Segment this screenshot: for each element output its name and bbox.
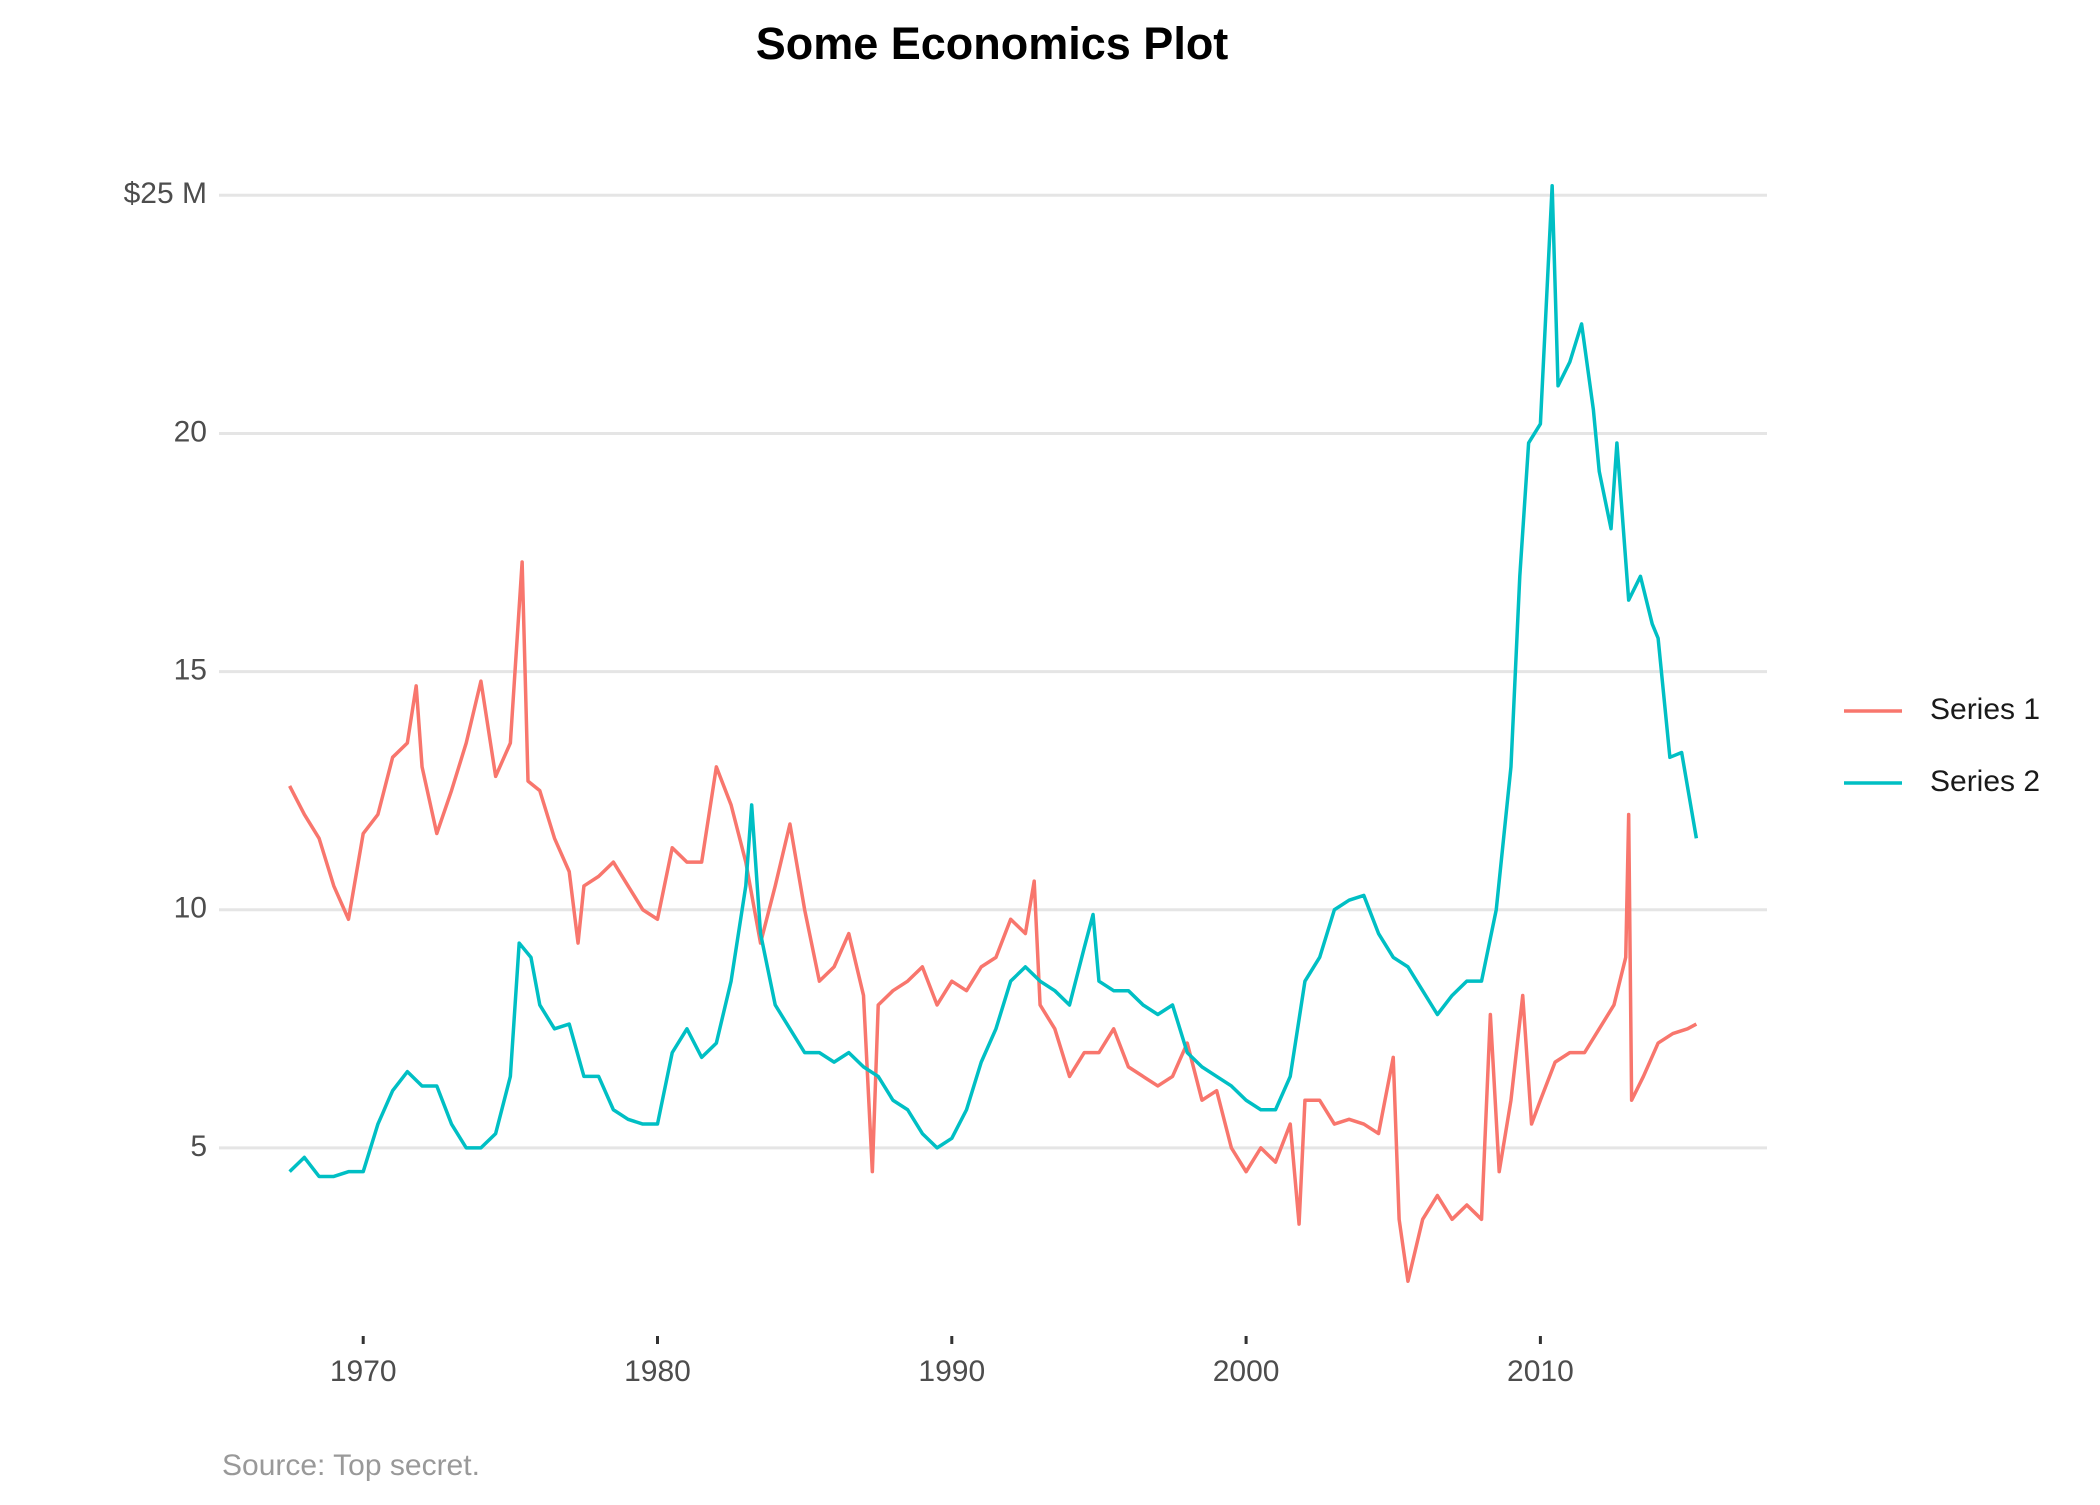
caption: Source: Top secret. (222, 1449, 480, 1482)
x-tick-label: 1980 (624, 1355, 691, 1388)
y-tick-label: 20 (174, 415, 207, 448)
series-line (288, 560, 1698, 1283)
y-tick-label: 15 (174, 654, 207, 687)
chart-title: Some Economics Plot (756, 18, 1229, 69)
series-line (288, 184, 1699, 1179)
legend-label: Series 1 (1930, 693, 2040, 726)
x-tick-label: 1990 (918, 1355, 985, 1388)
y-tick-label: 10 (174, 892, 207, 925)
legend-label: Series 2 (1930, 765, 2040, 798)
x-tick-label: 1970 (330, 1355, 397, 1388)
x-tick-label: 2010 (1507, 1355, 1574, 1388)
x-tick-label: 2000 (1213, 1355, 1280, 1388)
y-tick-label: 5 (190, 1130, 207, 1163)
y-tick-label: $25 M (124, 177, 207, 210)
